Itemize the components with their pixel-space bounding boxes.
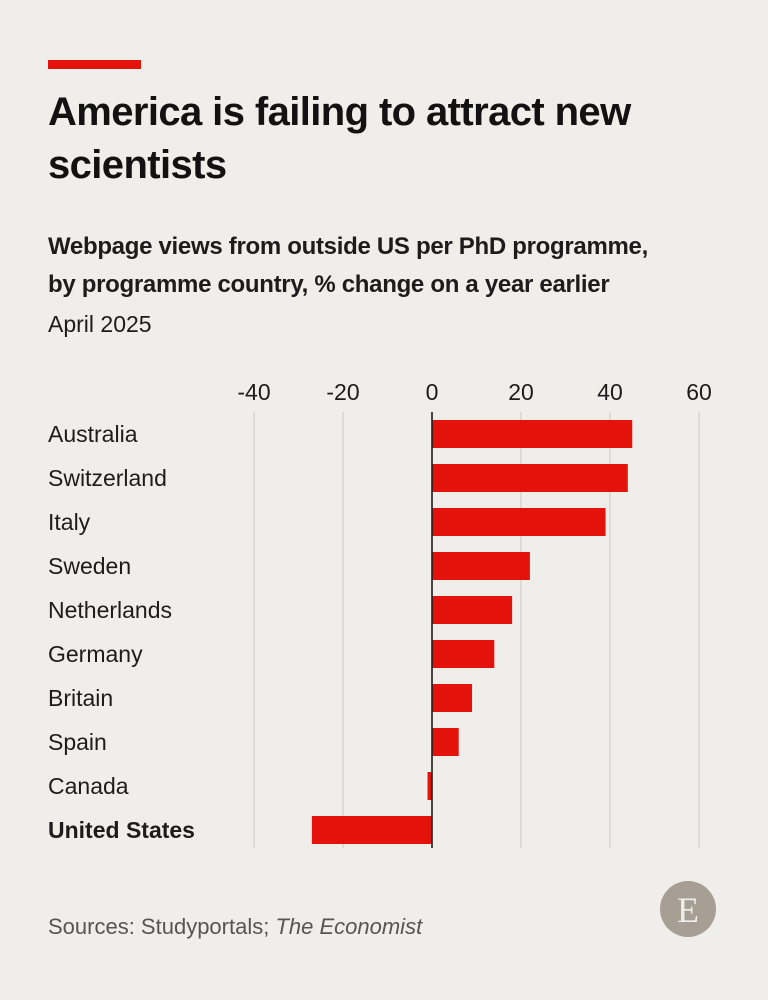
bar — [427, 772, 432, 800]
x-tick-label: 0 — [426, 379, 439, 405]
economist-logo: E — [660, 881, 716, 937]
bar — [432, 684, 473, 712]
x-tick-label: 40 — [597, 379, 623, 405]
accent-bar — [48, 60, 141, 69]
bar — [432, 728, 459, 756]
category-label: Netherlands — [48, 597, 172, 623]
subtitle-line-1: Webpage views from outside US per PhD pr… — [48, 233, 648, 260]
category-label: Spain — [48, 729, 107, 755]
subtitle-line-2: by programme country, % change on a year… — [48, 271, 610, 298]
category-label: Italy — [48, 509, 91, 535]
category-label: Sweden — [48, 553, 131, 579]
category-label: Australia — [48, 421, 138, 447]
bar — [432, 640, 495, 668]
source-note: Sources: Studyportals; The Economist — [48, 912, 422, 942]
bar — [432, 420, 633, 448]
bar — [432, 552, 530, 580]
logo-letter: E — [677, 890, 699, 930]
category-label: Germany — [48, 641, 143, 667]
category-label: Canada — [48, 773, 129, 799]
source-text: Sources: Studyportals; — [48, 914, 276, 939]
category-label: Britain — [48, 685, 113, 711]
x-tick-label: 60 — [686, 379, 712, 405]
category-label: Switzerland — [48, 465, 167, 491]
x-tick-label: -40 — [237, 379, 270, 405]
source-publication: The Economist — [275, 914, 423, 939]
bar — [432, 464, 628, 492]
chart-date: April 2025 — [48, 311, 152, 337]
bar — [311, 816, 432, 844]
bar — [432, 596, 513, 624]
chart-subtitle: Webpage views from outside US per PhD pr… — [48, 228, 738, 304]
x-tick-label: 20 — [508, 379, 534, 405]
x-tick-label: -20 — [326, 379, 359, 405]
category-label: United States — [48, 817, 195, 843]
bar — [432, 508, 606, 536]
chart-title: America is failing to attract new scient… — [48, 90, 631, 187]
